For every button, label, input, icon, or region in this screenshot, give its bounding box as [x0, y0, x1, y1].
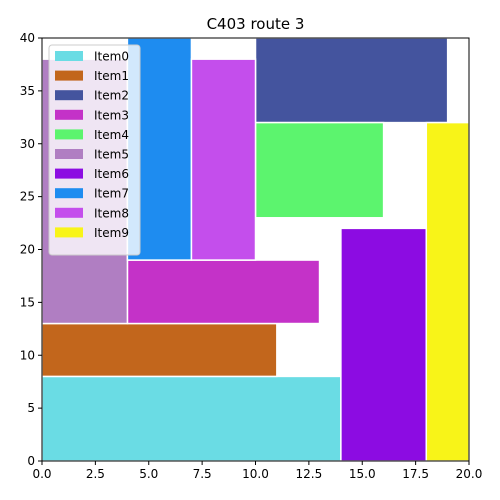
- legend-swatch-item7: [55, 188, 83, 199]
- legend-label-item8: Item8: [94, 206, 129, 220]
- y-tick-label: 20: [20, 243, 35, 257]
- legend-label-item5: Item5: [94, 148, 129, 162]
- legend-label-item3: Item3: [94, 108, 129, 122]
- legend-swatch-item5: [55, 149, 83, 159]
- bar-item9: [425, 121, 470, 462]
- y-tick-label: 30: [20, 137, 35, 151]
- bar-item2: [254, 37, 449, 124]
- legend-swatch-item4: [55, 129, 83, 140]
- x-tick-label: 17.5: [402, 467, 429, 481]
- legend-label-item2: Item2: [94, 89, 129, 103]
- y-tick-label: 0: [27, 454, 35, 468]
- x-tick-label: 10.0: [242, 467, 269, 481]
- x-tick-label: 5.0: [139, 467, 158, 481]
- legend-swatch-item1: [55, 70, 83, 81]
- legend-label-item1: Item1: [94, 69, 129, 83]
- legend-swatch-item0: [55, 51, 83, 61]
- bar-item1: [41, 322, 278, 378]
- bar-item6: [340, 227, 428, 462]
- axes-layer: 0.0 2.5 5.0 7.5 10.0 12.5 15.0 17.5 20.0 0 5 10 15 20…: [20, 31, 483, 481]
- legend-label-item4: Item4: [94, 128, 129, 142]
- x-tick-label: 0.0: [32, 467, 51, 481]
- x-tick-label: 20.0: [456, 467, 483, 481]
- legend-swatch-item6: [55, 168, 83, 179]
- x-tick-label: 15.0: [349, 467, 376, 481]
- legend-label-item6: Item6: [94, 167, 129, 181]
- legend-swatch-item3: [55, 109, 83, 120]
- y-tick-label: 35: [20, 84, 35, 98]
- y-tick-label: 25: [20, 190, 35, 204]
- bar-item0: [41, 375, 342, 462]
- y-tick-label: 5: [27, 401, 35, 415]
- legend-label-item9: Item9: [94, 226, 129, 240]
- bar-item8: [190, 58, 257, 261]
- legend-swatch-item2: [55, 90, 83, 101]
- y-tick-label: 40: [20, 31, 35, 45]
- x-tick-label: 12.5: [296, 467, 323, 481]
- bar-item3: [126, 259, 321, 325]
- bar-item4: [254, 121, 385, 219]
- x-tick-label: 7.5: [193, 467, 212, 481]
- legend-label-item0: Item0: [94, 50, 129, 64]
- chart-title: C403 route 3: [207, 15, 305, 33]
- y-tick-label: 15: [20, 295, 35, 309]
- y-tick-label: 10: [20, 348, 35, 362]
- x-tick-label: 2.5: [86, 467, 105, 481]
- legend: Item0 Item1 Item2 Item3 Item4 Item5 Item6 Item7…: [48, 44, 141, 256]
- legend-label-item7: Item7: [94, 187, 129, 201]
- legend-swatch-item8: [55, 207, 83, 218]
- legend-swatch-item9: [55, 227, 83, 238]
